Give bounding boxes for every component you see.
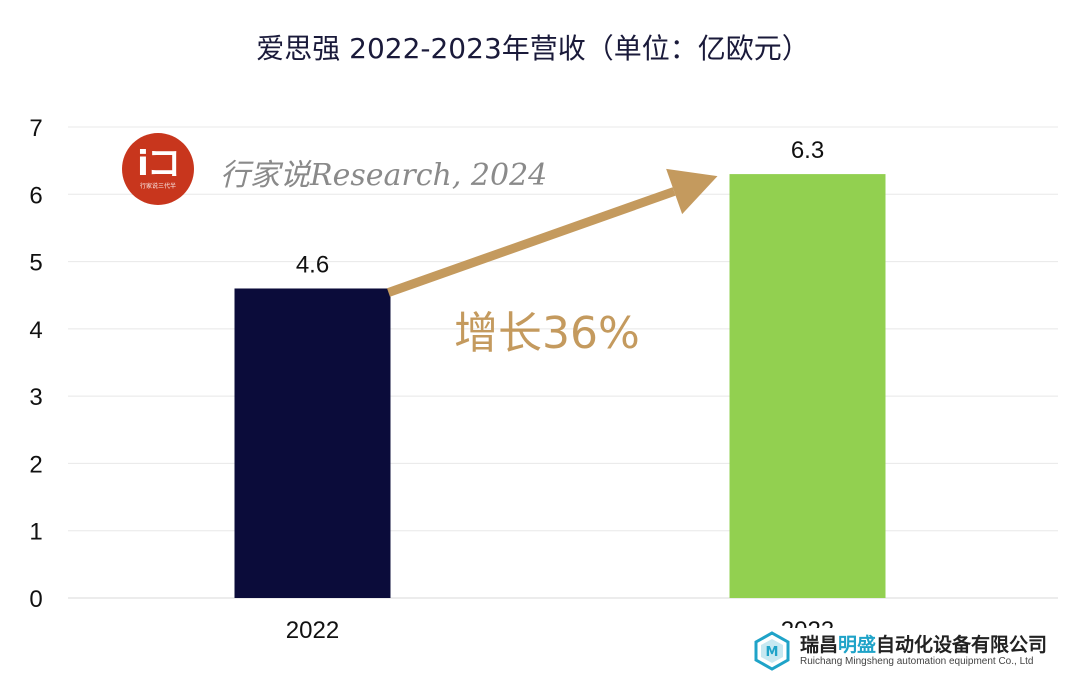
research-logo: iコ 行家说三代半 (122, 133, 194, 205)
arrow-head (666, 168, 718, 215)
y-tick-label: 3 (29, 384, 42, 411)
svg-text:M: M (766, 645, 779, 660)
bars (234, 174, 886, 598)
bar (234, 288, 391, 598)
company-name-cn: 瑞昌明盛自动化设备有限公司 (800, 634, 1048, 657)
gridlines (68, 126, 1058, 599)
company-hex-icon: M (754, 631, 790, 671)
bar-value-label: 4.6 (296, 251, 329, 278)
growth-annotation: 增长36% (454, 308, 640, 359)
data-labels: 4.6 6.3 (296, 137, 824, 278)
x-tick-label: 2022 (286, 617, 339, 644)
arrow-shaft (386, 187, 676, 297)
logo-caption: 行家说三代半 (139, 183, 176, 190)
y-tick-label: 6 (29, 182, 42, 209)
y-tick-label: 5 (29, 250, 42, 277)
logo-glyph: iコ (137, 144, 181, 184)
y-axis-ticks: 0 1 2 3 4 5 6 7 (29, 115, 42, 613)
y-tick-label: 1 (29, 519, 42, 546)
y-tick-label: 7 (29, 115, 42, 142)
y-tick-label: 0 (29, 586, 42, 613)
y-tick-label: 2 (29, 451, 42, 478)
chart-title: 爱思强 2022-2023年营收（单位：亿欧元） (256, 32, 810, 65)
bar-value-label: 6.3 (791, 137, 824, 164)
y-tick-label: 4 (29, 317, 42, 344)
bar (729, 174, 886, 598)
watermark-text: 行家说Research, 2024 (220, 158, 548, 193)
company-watermark: M 瑞昌明盛自动化设备有限公司 Ruichang Mingsheng autom… (752, 628, 1080, 674)
growth-arrow (386, 168, 718, 297)
company-name-en: Ruichang Mingsheng automation equipment … (800, 655, 1034, 667)
